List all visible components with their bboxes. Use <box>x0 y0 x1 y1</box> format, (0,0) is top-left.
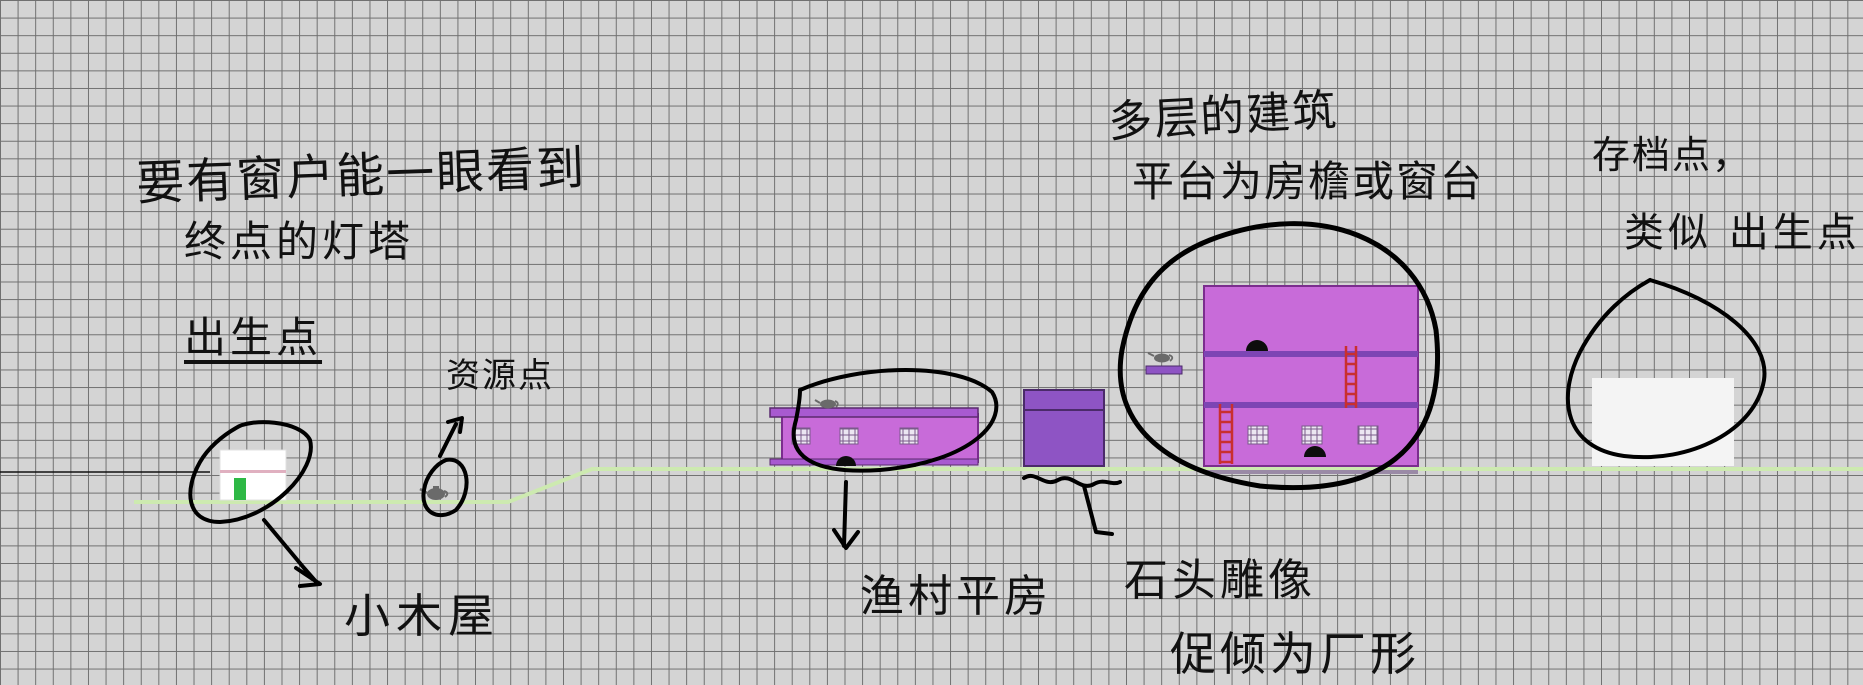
annotation-save-point-line2: 类似 出生点 <box>1624 210 1861 256</box>
annotation-goal-line2: 终点的灯塔 <box>184 217 415 266</box>
annotation-resource-point: 资源点 <box>446 356 554 396</box>
window-icon <box>1357 425 1379 445</box>
annotation-spawn-point: 出生点 <box>184 313 323 362</box>
annotation-multi-building-line1: 多层的建筑 <box>1107 85 1340 148</box>
door-icon <box>1304 446 1326 457</box>
annotation-fishing-house: 渔村平房 <box>860 571 1052 622</box>
ground-path <box>134 467 1863 504</box>
annotation-multi-building-line2: 平台为房檐或窗台 <box>1132 157 1485 206</box>
door-icon <box>1246 340 1268 351</box>
cabin-door <box>234 478 246 500</box>
annotation-save-point-line1: 存档点， <box>1592 133 1753 177</box>
window-icon <box>839 427 859 445</box>
ladder-icon <box>1344 346 1358 408</box>
statue-arrow <box>1082 484 1114 536</box>
teapot-icon <box>1147 352 1174 363</box>
cabin-arrow <box>262 518 322 588</box>
save-point-circle <box>1565 278 1767 460</box>
fishing-arrow <box>832 480 860 550</box>
resource-circle <box>421 457 469 518</box>
save-point-block <box>1592 378 1734 466</box>
spawn-circle <box>188 420 313 524</box>
stone-statue-block <box>1023 389 1105 467</box>
door-icon <box>836 456 856 466</box>
annotation-stone-statue-line2: 促倾为厂形 <box>1170 627 1420 681</box>
multi-building-circle <box>1117 221 1441 490</box>
multi-storey-building <box>1145 285 1419 474</box>
teapot-icon <box>814 399 839 409</box>
fishing-house <box>769 399 979 466</box>
annotation-cabin: 小木屋 <box>344 589 500 643</box>
ladder-icon <box>1218 404 1234 464</box>
statue-wave <box>1022 474 1122 488</box>
fishing-circle <box>791 368 999 473</box>
spawn-cabin <box>219 449 287 501</box>
window-icon <box>1301 425 1323 445</box>
resource-arrow <box>438 416 464 458</box>
window-icon <box>1247 425 1269 445</box>
window-icon <box>899 427 919 445</box>
annotation-stone-statue-line1: 石头雕像 <box>1124 555 1316 606</box>
